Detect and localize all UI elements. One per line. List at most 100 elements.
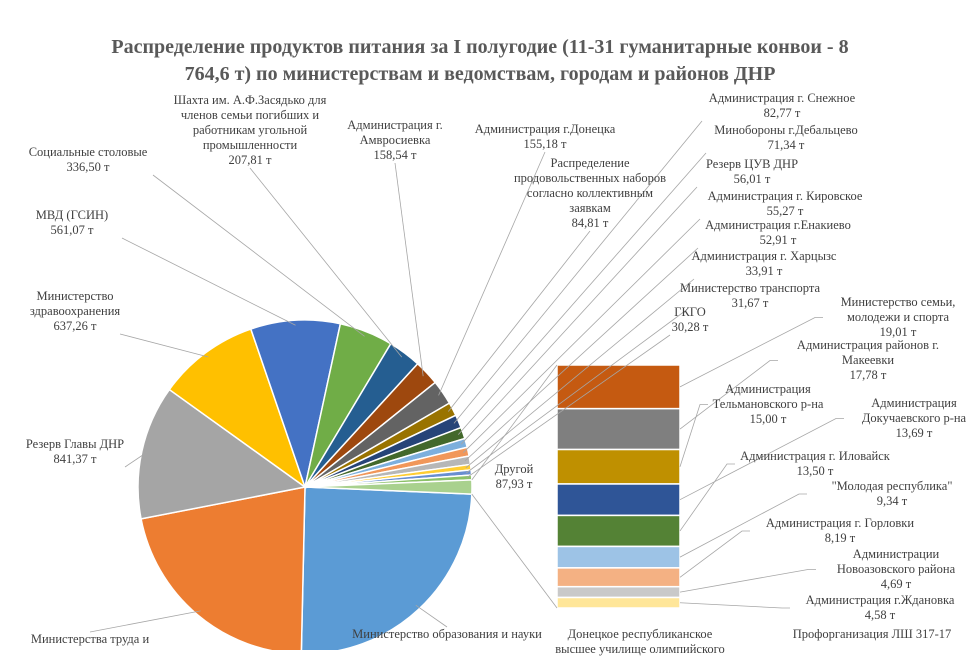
data-label: Министерство образования и науки: [347, 627, 547, 642]
data-label: Администрация г. Горловки 8,19 т: [750, 516, 930, 546]
label-value: 207,81 т: [228, 153, 272, 167]
label-value: 8,19 т: [824, 531, 856, 545]
label-name: Резерв Главы ДНР: [25, 437, 125, 451]
leader-line: [119, 333, 209, 358]
label-value: 4,69 т: [880, 577, 912, 591]
data-label: Министерство семьи, молодежи и спорта 19,…: [823, 295, 973, 340]
leader-line: [447, 230, 591, 412]
label-name: Администрация г.Енакиево: [705, 218, 851, 232]
label-value: 155,18 т: [523, 137, 567, 151]
data-label: Шахта им. А.Ф.Засядько для членов семьи …: [160, 93, 340, 168]
pie-slice: [249, 319, 342, 490]
data-label: Администрация г.Донецка 155,18 т: [470, 122, 620, 152]
label-value: 19,01 т: [879, 325, 917, 339]
label-name: "Молодая республика": [831, 479, 953, 493]
data-label: Социальные столовые 336,50 т: [13, 145, 163, 175]
label-value: 84,81 т: [571, 216, 609, 230]
leader-line: [679, 418, 844, 501]
label-value: 52,91 т: [759, 233, 797, 247]
data-label: МВД (ГСИН) 561,07 т: [12, 208, 132, 238]
data-label: Администрация Тельмановского р-на 15,00 т: [708, 382, 828, 427]
label-name: Администрация Докучаевского р-на: [861, 396, 967, 425]
label-name: Другой: [494, 462, 534, 476]
leader-line: [679, 493, 807, 558]
label-value: 30,28 т: [671, 320, 709, 334]
data-label: Администрация г. Харцызс 33,91 т: [684, 249, 844, 279]
label-value: 841,37 т: [53, 452, 97, 466]
leader-line: [679, 569, 816, 593]
label-value: 82,77 т: [763, 106, 801, 120]
data-label: Министерство транспорта 31,67 т: [675, 281, 825, 311]
label-name: Донецкое республиканское высшее училище …: [555, 627, 725, 656]
data-label: Администрация г. Снежное 82,77 т: [692, 91, 872, 121]
data-label: Минобороны г.Дебальцево 71,34 т: [696, 123, 876, 153]
leader-line: [460, 186, 698, 445]
label-name: Администрация районов г. Макеевки: [796, 338, 940, 367]
bar-segment: [556, 483, 681, 517]
leader-line: [121, 237, 296, 326]
label-name: Министерство транспорта: [679, 281, 821, 295]
label-name: МВД (ГСИН): [35, 208, 109, 222]
label-value: 9,34 т: [876, 494, 908, 508]
connector: [471, 493, 558, 609]
leader-line: [415, 604, 448, 628]
data-label: Администрация г. Иловайск 13,50 т: [735, 449, 895, 479]
data-label: Распределение продовольственных наборов …: [510, 156, 670, 231]
data-label: Администрация районов г. Макеевки 17,78 т: [778, 338, 958, 383]
label-value: 13,50 т: [796, 464, 834, 478]
pie-slice: [137, 388, 307, 520]
pie-slice: [304, 479, 473, 495]
data-label: Министерства труда и: [10, 632, 170, 647]
label-name: Администрация г.Ждановка: [805, 593, 955, 607]
leader-line: [457, 152, 707, 435]
leader-line: [394, 162, 424, 377]
data-label: Администрация г. Кировское 55,27 т: [690, 189, 880, 219]
label-name: Министерство образования и науки: [352, 627, 542, 641]
label-value: 71,34 т: [767, 138, 805, 152]
label-value: 4,58 т: [864, 608, 896, 622]
leader-line: [679, 360, 778, 430]
leader-line: [465, 278, 695, 469]
connector: [471, 364, 558, 481]
leader-line: [679, 602, 790, 609]
data-label: Резерв ЦУВ ДНР 56,01 т: [687, 157, 817, 187]
label-value: 33,91 т: [745, 264, 783, 278]
leader-line: [463, 218, 701, 453]
leader-line: [679, 530, 750, 578]
leader-line: [152, 174, 365, 337]
label-value: 15,00 т: [749, 412, 787, 426]
label-name: Шахта им. А.Ф.Засядько для членов семьи …: [173, 93, 327, 152]
bar-segment: [556, 585, 681, 599]
label-value: 31,67 т: [731, 296, 769, 310]
label-name: Министерство семьи, молодежи и спорта: [840, 295, 956, 324]
data-label: Администрация г.Ждановка 4,58 т: [790, 593, 970, 623]
data-label: Другой 87,93 т: [484, 462, 544, 492]
label-name: Администрация г. Снежное: [708, 91, 856, 105]
leader-line: [124, 452, 147, 468]
data-label: Резерв Главы ДНР 841,37 т: [15, 437, 135, 467]
label-value: 158,54 т: [373, 148, 417, 162]
leader-line: [679, 463, 735, 532]
label-name: Администрация г. Горловки: [765, 516, 915, 530]
label-name: Администрация г. Амвросиевка: [347, 118, 443, 147]
label-value: 561,07 т: [50, 223, 94, 237]
bar-segment: [556, 514, 681, 548]
leader-line: [466, 310, 686, 474]
label-name: Администрация г. Иловайск: [740, 449, 890, 463]
label-value: 56,01 т: [733, 172, 771, 186]
label-name: Резерв ЦУВ ДНР: [705, 157, 799, 171]
bar-segment: [556, 567, 681, 588]
label-name: Распределение продовольственных наборов …: [513, 156, 667, 215]
bar-segment: [556, 545, 681, 569]
label-name: Администрации Новоазовского района: [836, 547, 956, 576]
label-name: Социальные столовые: [28, 145, 148, 159]
leader-line: [679, 317, 823, 388]
label-value: 13,69 т: [895, 426, 933, 440]
pie-slice: [300, 486, 473, 650]
label-name: Администрация г. Кировское: [707, 189, 863, 203]
leader-line: [464, 247, 699, 462]
label-name: Администрация Тельмановского р-на: [712, 382, 824, 411]
label-name: Минобороны г.Дебальцево: [714, 123, 858, 137]
data-label: "Молодая республика" 9,34 т: [807, 479, 977, 509]
leader-line: [438, 151, 546, 396]
